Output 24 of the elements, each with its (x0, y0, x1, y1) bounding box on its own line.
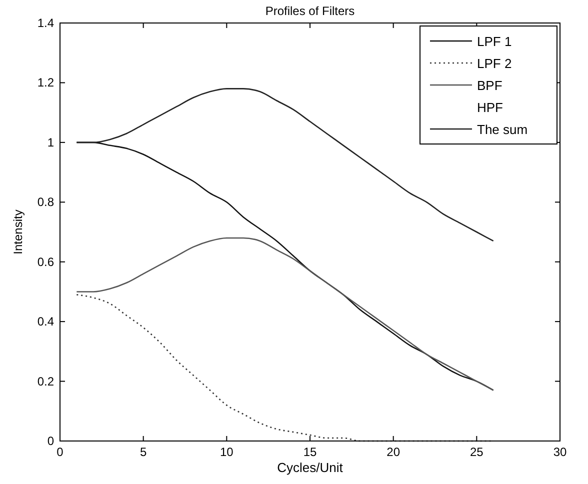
legend-label: LPF 1 (477, 34, 512, 49)
x-tick-label: 15 (303, 445, 317, 459)
y-tick-label: 1.2 (37, 76, 54, 90)
x-tick-label: 20 (386, 445, 400, 459)
line-series (76, 237, 494, 391)
x-tick-label: 30 (553, 445, 567, 459)
x-tick-label: 5 (140, 445, 147, 459)
y-tick-label: 1 (47, 135, 54, 150)
x-axis-title: Cycles/Unit (277, 460, 344, 475)
y-tick-label: 0 (47, 434, 54, 448)
x-tick-label: 10 (220, 445, 234, 459)
legend-label: The sum (477, 122, 528, 137)
chart-title: Profiles of Filters (265, 4, 355, 18)
legend-label: LPF 2 (477, 56, 512, 71)
x-tick-label: 25 (470, 445, 484, 459)
y-tick-label: 1.4 (37, 16, 54, 30)
y-axis-title: Intensity (11, 210, 25, 254)
y-tick-label: 0.4 (37, 314, 54, 329)
legend-label: BPF (477, 78, 502, 93)
y-tick-label: 0.8 (37, 195, 54, 210)
y-tick-label: 0.2 (37, 374, 54, 388)
x-tick-label: 0 (56, 445, 64, 459)
y-tick-label: 0.6 (37, 254, 54, 269)
text: HPF (477, 100, 504, 115)
